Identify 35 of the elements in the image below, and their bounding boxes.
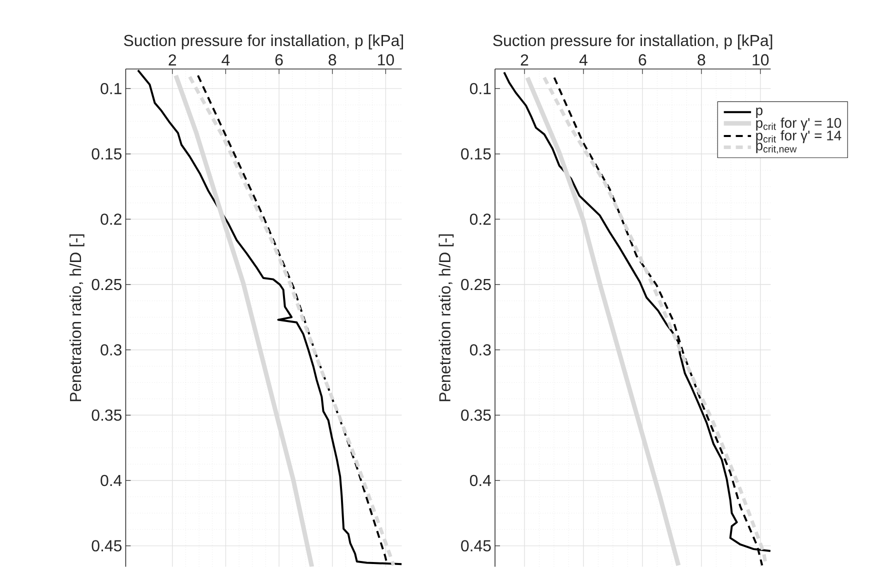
x-axis-title: Suction pressure for installation, p [kPa] [493, 34, 772, 50]
x-axis-title: Suction pressure for installation, p [kPa] [124, 34, 403, 50]
y-tick-label: 0.15 [461, 148, 491, 160]
x-tick-label: 6 [638, 54, 646, 66]
y-tick-label: 0.2 [470, 214, 491, 225]
y-tick-label: 0.1 [470, 82, 491, 94]
y-tick-label: 0.4 [470, 474, 492, 486]
y-tick-label: 0.3 [470, 344, 491, 356]
x-tick-label: 2 [168, 54, 176, 66]
y-tick-label: 0.35 [461, 410, 491, 421]
y-tick-label: 0.25 [461, 278, 491, 290]
y-axis-title: Penetration ratio, h/D [-] [438, 234, 454, 402]
x-tick-label: 4 [579, 54, 588, 66]
x-tick-label: 10 [378, 54, 394, 66]
x-tick-label: 4 [222, 54, 230, 66]
line-series [136, 69, 402, 566]
y-tick-label: 0.4 [100, 474, 122, 486]
y-tick-label: 0.45 [461, 540, 491, 552]
x-tick-label: 6 [275, 54, 283, 66]
y-tick-label: 0.45 [92, 540, 122, 552]
y-axis-title: Penetration ratio, h/D [-] [69, 234, 84, 402]
y-tick-label: 0.15 [92, 148, 122, 160]
legend-label: p$_{crit}$ for γ' = 14 [756, 130, 842, 144]
y-tick-label: 0.35 [92, 410, 122, 421]
x-tick-label: 2 [520, 54, 528, 66]
legend-label: p$_{crit}$ for γ' = 10 [756, 118, 842, 131]
y-tick-label: 0.3 [100, 344, 122, 356]
y-tick-label: 0.1 [100, 82, 122, 94]
x-tick-label: 8 [328, 54, 336, 66]
y-tick-label: 0.2 [100, 214, 122, 225]
legend-label: p [756, 108, 762, 118]
y-tick-label: 0.25 [92, 278, 122, 290]
x-tick-label: 10 [752, 54, 769, 66]
legend-label: p$_{crit,new}$ [756, 142, 797, 154]
x-tick-label: 8 [698, 54, 706, 66]
